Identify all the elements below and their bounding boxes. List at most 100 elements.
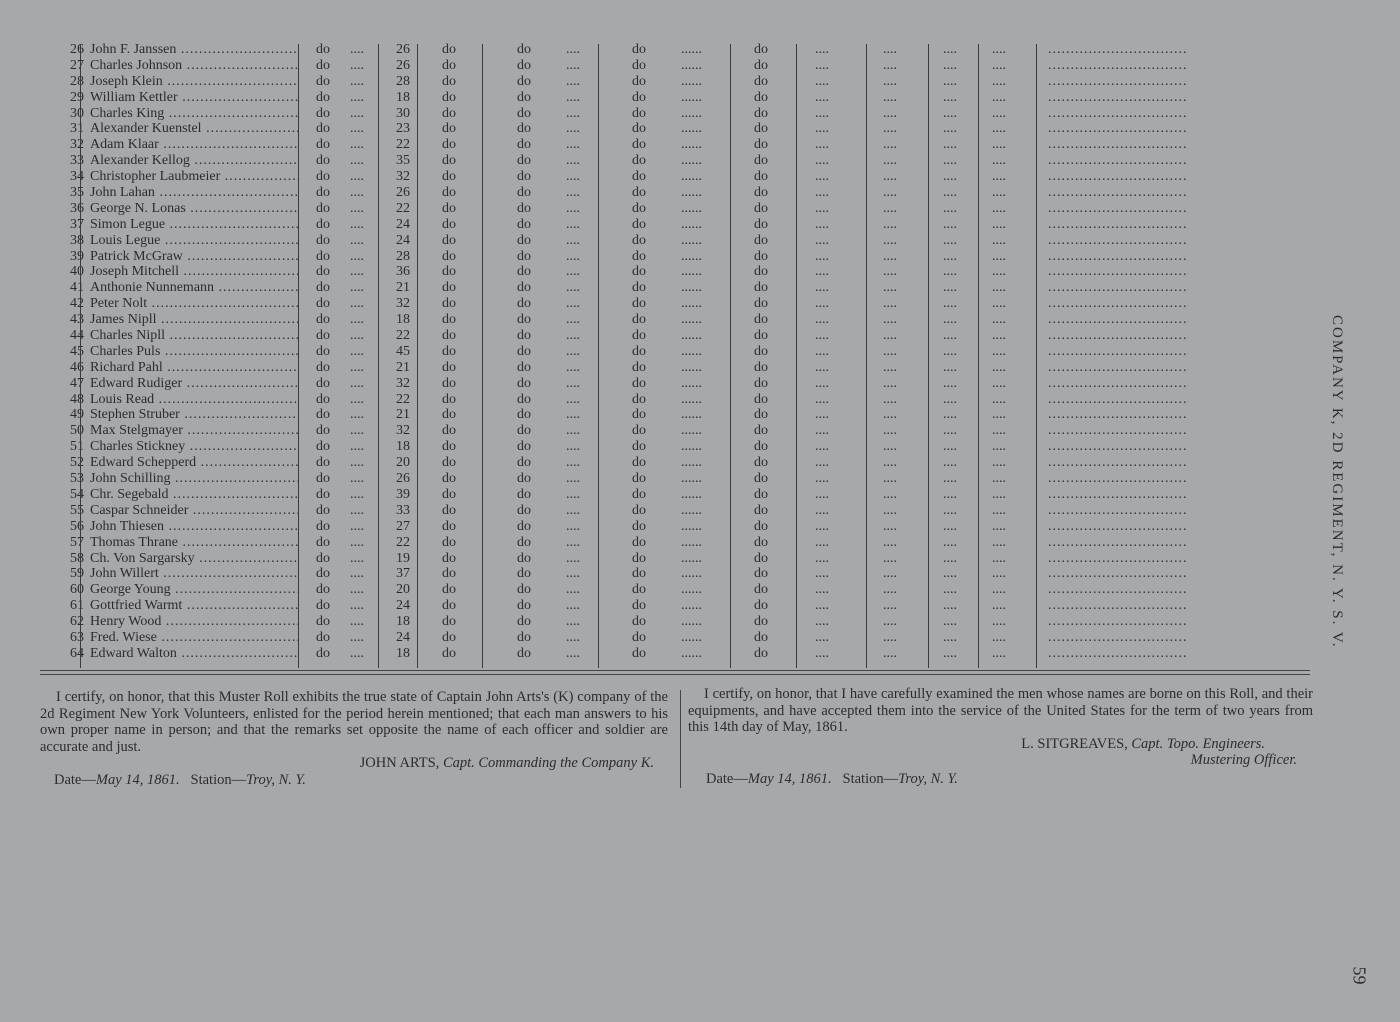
leader-dots: .... [883,57,897,73]
table-row: 30 Charles King do.... 30 do do.... do...... do… [50,106,1310,122]
leader-dots: .... [883,629,897,645]
table-row: 36 George N. Lonas do.... 22 do do.... do.....… [50,201,1310,217]
soldier-name: John Schilling [90,471,298,487]
ditto-mark: do [754,645,768,661]
leader-dots: .... [815,534,829,550]
age: 32 [396,375,410,391]
ditto-mark: do [517,550,531,566]
age: 32 [396,169,410,185]
soldier-name: Peter Nolt [90,296,298,312]
leader-dots: .... [992,534,1006,550]
row-number: 30 [70,105,84,121]
soldier-name: Charles King [90,106,298,122]
ditto-mark: do [632,550,646,566]
leader-dots: ...... [681,216,702,232]
ditto-mark: do [632,185,646,201]
ditto-mark: do [442,518,456,534]
remarks-dots: ............................... [1048,614,1188,630]
leader-dots: .... [815,423,829,439]
leader-dots: .... [350,629,364,645]
leader-dots: .... [566,343,580,359]
leader-dots: .... [943,312,957,328]
remarks-dots: ............................... [1048,73,1188,89]
table-row: 51 Charles Stickney do.... 18 do do.... do....… [50,439,1310,455]
leader-dots: .... [943,423,957,439]
leader-dots: .... [815,502,829,518]
table-row: 26 John F. Janssen do.... 26 do do.... do.....… [50,42,1310,58]
ditto-mark: do [632,375,646,391]
ditto-mark: do [517,200,531,216]
ditto-mark: do [316,359,330,375]
table-row: 41 Anthonie Nunnemann do.... 21 do do.... do..… [50,280,1310,296]
ditto-mark: do [754,105,768,121]
ditto-mark: do [442,89,456,105]
ditto-mark: do [632,73,646,89]
ditto-mark: do [517,486,531,502]
leader-dots: .... [883,248,897,264]
leader-dots: ...... [681,153,702,169]
leader-dots: .... [350,137,364,153]
ditto-mark: do [442,471,456,487]
soldier-name: Adam Klaar [90,137,298,153]
row-number: 50 [70,423,84,439]
ditto-mark: do [754,248,768,264]
station-value: Troy, N. Y. [898,770,958,787]
leader-dots: ...... [681,232,702,248]
ditto-mark: do [316,486,330,502]
leader-dots: .... [943,296,957,312]
leader-dots: ...... [681,185,702,201]
date-label: Date— [54,771,96,788]
soldier-name: Charles Puls [90,344,298,360]
column-rule [598,44,599,668]
leader-dots: .... [566,566,580,582]
leader-dots: .... [883,566,897,582]
ditto-mark: do [442,328,456,344]
age: 24 [396,232,410,248]
soldier-name: John F. Janssen [90,42,298,58]
ditto-mark: do [442,232,456,248]
captain-certification: I certify, on honor, that this Muster Ro… [40,689,668,788]
age: 24 [396,216,410,232]
leader-dots: .... [992,232,1006,248]
remarks-dots: ............................... [1048,455,1188,471]
table-row: 58 Ch. Von Sargarsky do.... 19 do do.... do...… [50,551,1310,567]
row-number: 45 [70,343,84,359]
soldier-name: Joseph Klein [90,74,298,90]
ditto-mark: do [517,614,531,630]
remarks-dots: ............................... [1048,328,1188,344]
ditto-mark: do [316,502,330,518]
ditto-mark: do [632,359,646,375]
soldier-name: Patrick McGraw [90,249,298,265]
remarks-dots: ............................... [1048,423,1188,439]
column-rule [1036,44,1037,668]
ditto-mark: do [517,169,531,185]
leader-dots: .... [992,359,1006,375]
divider [40,674,1310,675]
leader-dots: .... [943,232,957,248]
table-row: 52 Edward Schepperd do.... 20 do do.... do....… [50,455,1310,471]
age: 27 [396,518,410,534]
remarks-dots: ............................... [1048,105,1188,121]
ditto-mark: do [517,566,531,582]
leader-dots: .... [566,248,580,264]
leader-dots: .... [350,645,364,661]
leader-dots: .... [350,471,364,487]
leader-dots: .... [883,486,897,502]
leader-dots: .... [815,105,829,121]
ditto-mark: do [316,423,330,439]
leader-dots: .... [350,407,364,423]
ditto-mark: do [754,629,768,645]
ditto-mark: do [316,328,330,344]
leader-dots: .... [943,216,957,232]
leader-dots: .... [883,343,897,359]
ditto-mark: do [442,200,456,216]
row-number: 38 [70,232,84,248]
ditto-mark: do [754,518,768,534]
remarks-dots: ............................... [1048,550,1188,566]
remarks-dots: ............................... [1048,121,1188,137]
leader-dots: .... [883,73,897,89]
ditto-mark: do [517,359,531,375]
leader-dots: .... [566,486,580,502]
leader-dots: .... [566,629,580,645]
row-number: 52 [70,455,84,471]
